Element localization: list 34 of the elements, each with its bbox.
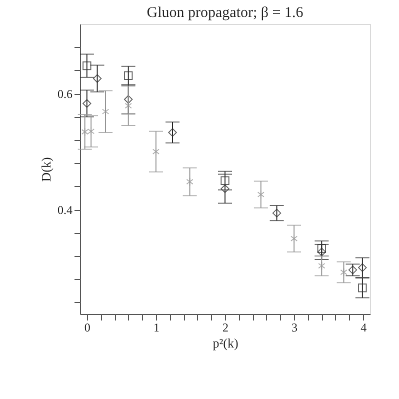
point — [358, 263, 367, 272]
point — [358, 284, 367, 292]
point — [272, 208, 282, 218]
point — [220, 176, 230, 185]
point — [124, 101, 132, 110]
x-axis-title: p²(k) — [212, 336, 238, 350]
y-tick-label: 0.6 — [58, 87, 72, 102]
point — [81, 128, 88, 136]
point — [102, 107, 110, 116]
point — [152, 147, 160, 156]
point — [92, 74, 102, 83]
y-axis-title: D(k) — [38, 157, 54, 182]
x-tick-label: 3 — [292, 320, 298, 334]
x-tick-label: 4 — [360, 320, 367, 334]
x-tick-label: 2 — [222, 320, 228, 334]
point — [82, 99, 92, 108]
x-tick-label: 0 — [84, 320, 90, 334]
point — [257, 190, 265, 199]
point — [317, 244, 326, 253]
point — [348, 266, 358, 274]
y-tick-label: 0.4 — [58, 203, 72, 218]
point — [82, 61, 92, 70]
point — [340, 268, 348, 277]
point — [318, 261, 326, 270]
point — [186, 177, 194, 186]
point — [124, 95, 133, 104]
point — [290, 234, 298, 243]
x-tick-label: 1 — [153, 320, 160, 334]
point — [87, 126, 95, 136]
point — [124, 71, 133, 80]
chart-title: Gluon propagator; β = 1.6 — [146, 5, 304, 21]
point — [317, 248, 326, 256]
point — [168, 128, 177, 137]
point — [220, 184, 230, 194]
